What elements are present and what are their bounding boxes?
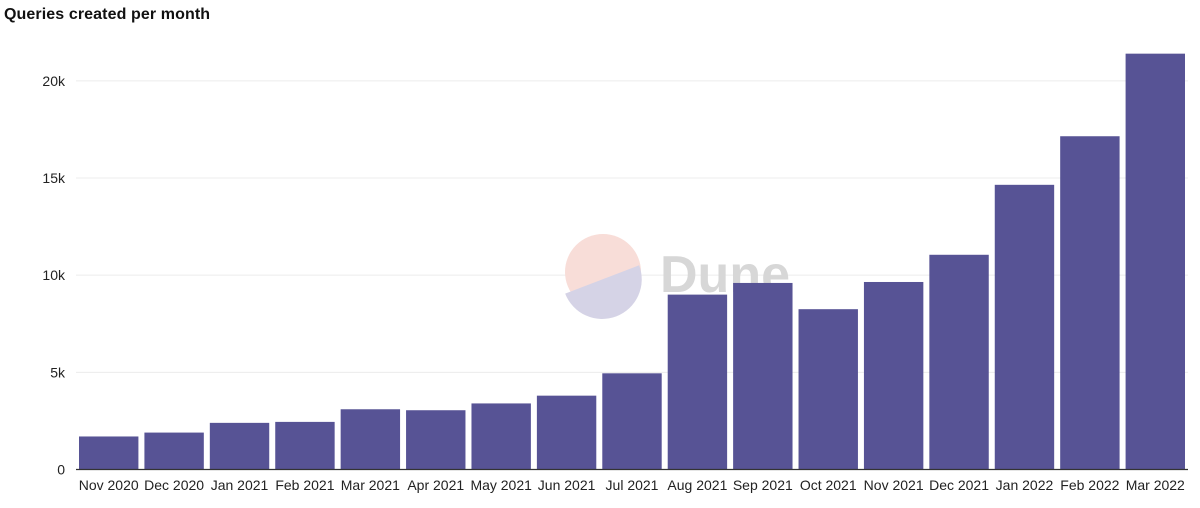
bar[interactable] [798, 309, 858, 470]
y-axis-ticks: 0 5k 10k 15k 20k [42, 73, 66, 478]
bar[interactable] [1060, 136, 1120, 470]
bars [79, 53, 1185, 470]
dune-logo-lower-half [565, 265, 642, 319]
chart-title: Queries created per month [4, 6, 211, 23]
bar[interactable] [275, 421, 335, 470]
bar[interactable] [1125, 53, 1185, 470]
bar[interactable] [536, 395, 597, 470]
x-tick-label: Oct 2021 [800, 477, 857, 493]
y-tick-label: 10k [42, 267, 66, 283]
x-tick-label: Jul 2021 [606, 477, 659, 493]
y-tick-label: 5k [50, 364, 66, 380]
bar[interactable] [602, 373, 662, 470]
x-tick-label: Nov 2020 [79, 477, 139, 493]
y-tick-label: 15k [42, 170, 66, 186]
bar[interactable] [209, 422, 270, 470]
x-tick-label: Mar 2022 [1126, 477, 1185, 493]
bar[interactable] [471, 403, 531, 470]
bar[interactable] [929, 254, 989, 470]
y-tick-label: 20k [42, 73, 66, 89]
x-axis-ticks: Nov 2020 Dec 2020 Jan 2021 Feb 2021 Mar 2021… [79, 477, 1185, 493]
x-tick-label: Feb 2021 [275, 477, 334, 493]
x-tick-label: Aug 2021 [667, 477, 727, 493]
x-tick-label: Mar 2021 [341, 477, 400, 493]
x-tick-label: May 2021 [470, 477, 532, 493]
x-tick-label: Jan 2021 [211, 477, 269, 493]
bar[interactable] [79, 436, 139, 470]
y-tick-label: 0 [57, 462, 65, 478]
bar[interactable] [863, 281, 924, 470]
bar[interactable] [406, 410, 466, 470]
x-tick-label: Apr 2021 [407, 477, 464, 493]
bar[interactable] [733, 282, 793, 470]
bar[interactable] [667, 294, 728, 470]
x-tick-label: Dec 2020 [144, 477, 204, 493]
x-tick-label: Jun 2021 [538, 477, 596, 493]
bar[interactable] [144, 432, 204, 470]
x-tick-label: Nov 2021 [864, 477, 924, 493]
bar[interactable] [340, 409, 401, 470]
x-tick-label: Jan 2022 [996, 477, 1054, 493]
bar[interactable] [994, 184, 1055, 470]
x-tick-label: Sep 2021 [733, 477, 793, 493]
x-tick-label: Feb 2022 [1060, 477, 1119, 493]
x-tick-label: Dec 2021 [929, 477, 989, 493]
